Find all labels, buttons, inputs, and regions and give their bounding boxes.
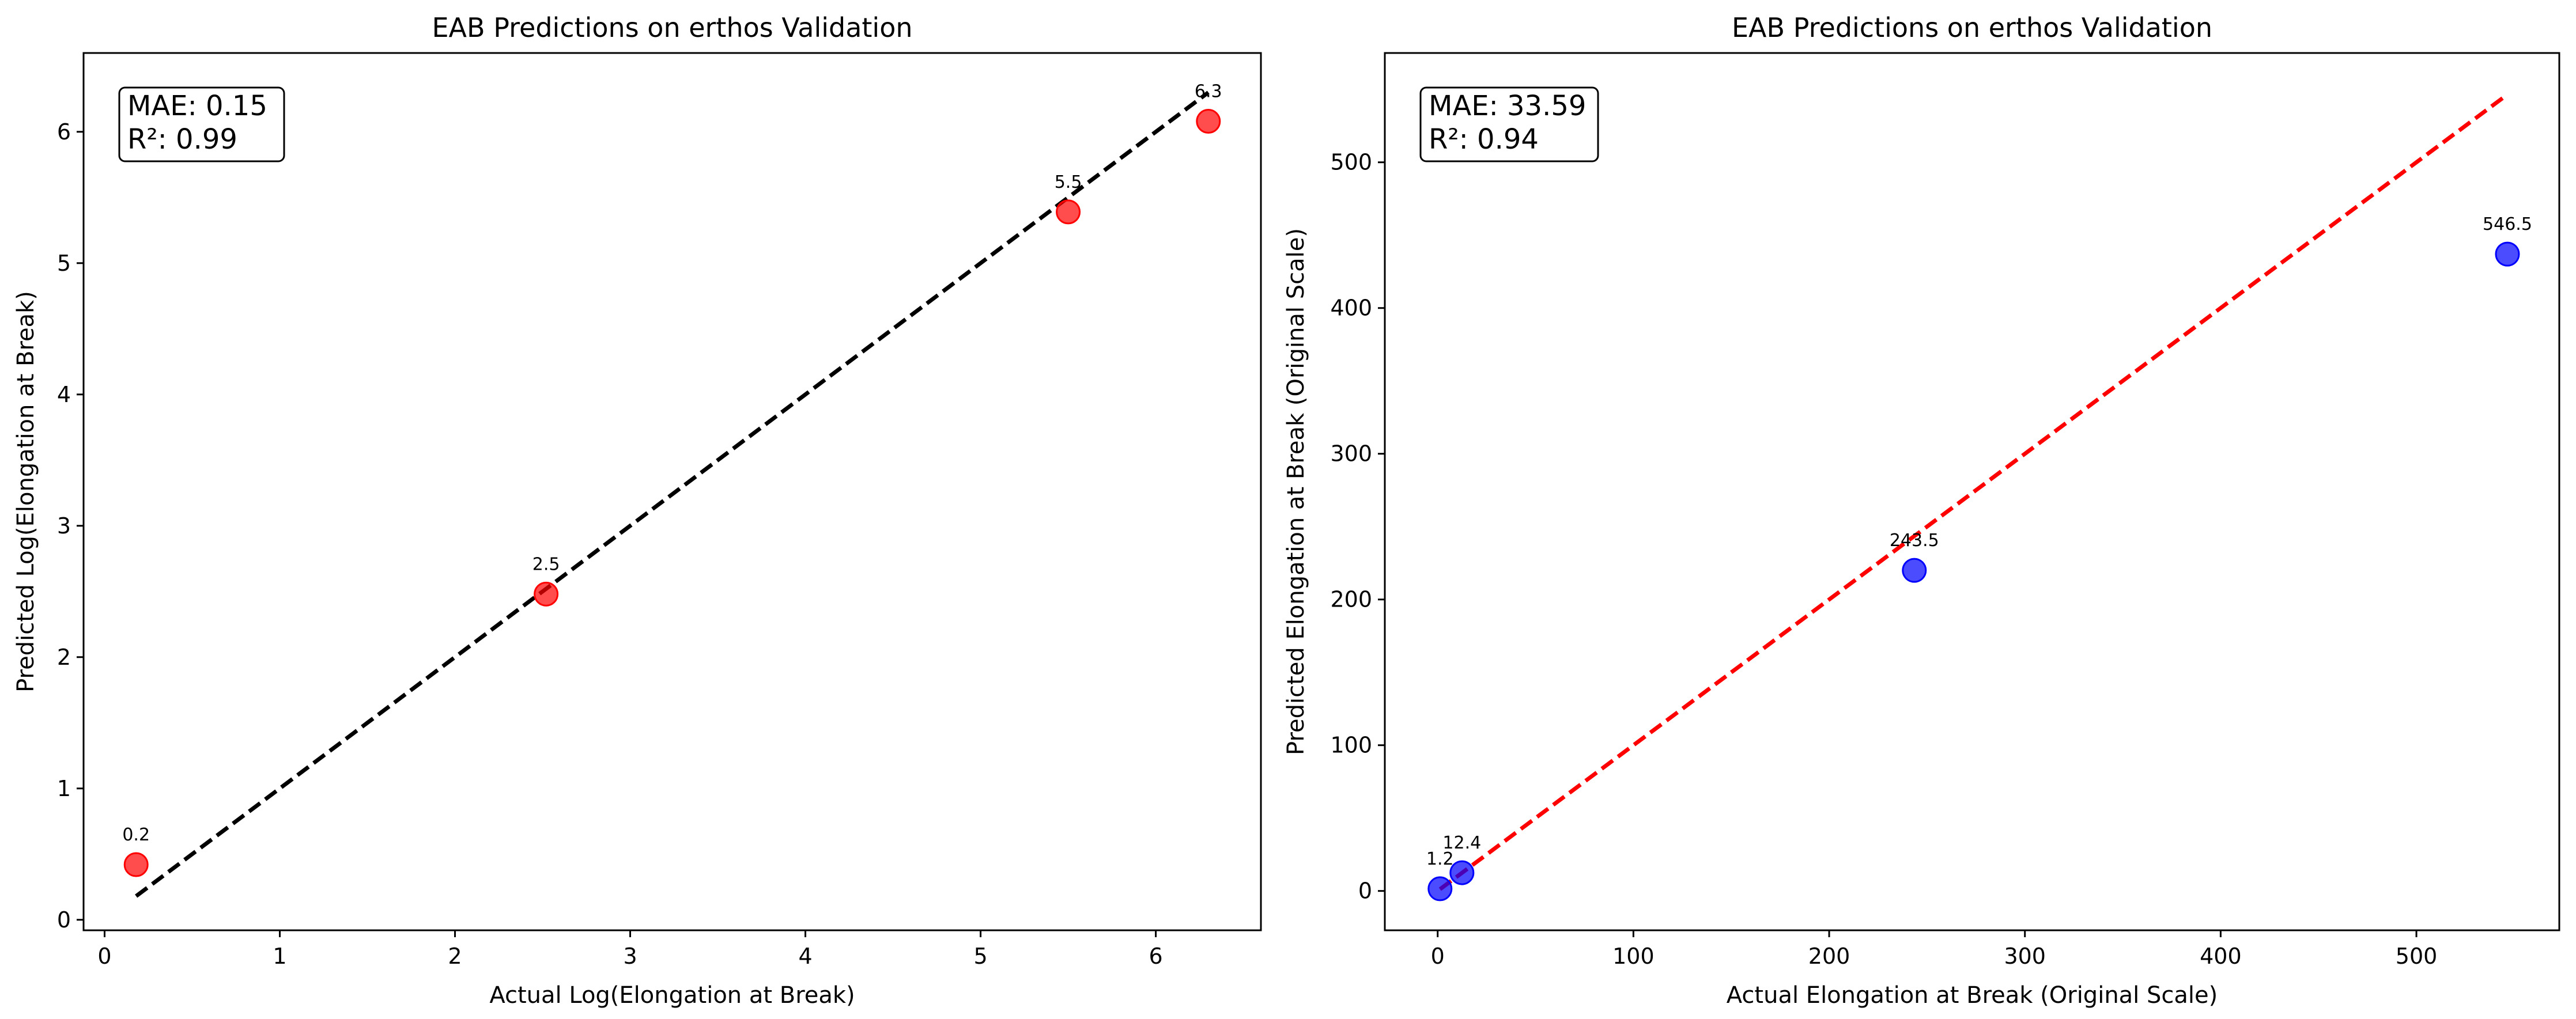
left-chart-reference-line [135, 90, 1210, 898]
right-chart-y-ticks: 0 100 200 300 400 500 [1330, 150, 1385, 904]
right-chart-x-tick-label: 0 [1431, 944, 1445, 969]
right-chart-data-point-label: 546.5 [2483, 214, 2532, 234]
left-chart-x-tick-label: 4 [798, 944, 812, 969]
left-chart-data-point-label: 5.5 [1055, 172, 1082, 192]
right-chart-points [1427, 241, 2520, 901]
right-chart-stats-box [1419, 86, 1599, 162]
left-chart-x-tick-label: 0 [97, 944, 111, 969]
left-chart-title: EAB Predictions on erthos Validation [432, 12, 912, 43]
left-chart-data-point-label: 6.3 [1195, 82, 1222, 102]
right-chart-x-axis-label: Actual Elongation at Break (Original Sca… [1727, 982, 2218, 1009]
right-chart-x-tick-label: 100 [1612, 944, 1655, 969]
right-chart-data-point-label: 12.4 [1442, 833, 1481, 853]
left-chart-y-tick-label: 0 [57, 907, 71, 933]
left-chart-r2-text: R²: 0.99 [127, 123, 237, 156]
right-chart-x-ticks: 0 100 200 300 400 500 [1431, 930, 2438, 969]
left-chart-x-axis-label: Actual Log(Elongation at Break) [489, 982, 855, 1009]
right-chart-data-point [1902, 558, 1927, 583]
right-chart-data-point-label: 243.5 [1890, 531, 1939, 551]
right-chart-mae-text: MAE: 33.59 [1429, 90, 1586, 122]
left-chart-y-axis-label: Predicted Log(Elongation at Break) [13, 291, 39, 692]
left-chart-stats-box [118, 86, 285, 162]
left-chart-points [123, 109, 1221, 877]
left-chart-x-tick-label: 5 [973, 944, 987, 969]
right-chart-data-point-label: 1.2 [1426, 849, 1454, 869]
left-chart-y-tick-label: 4 [57, 382, 71, 407]
right-chart-y-tick-label: 500 [1330, 150, 1372, 175]
left-chart-y-tick-label: 2 [57, 645, 71, 670]
right-chart-data-point [2495, 241, 2520, 267]
right-chart-plot-frame [1384, 52, 2560, 931]
left-chart-data-point [1196, 109, 1221, 134]
left-chart-y-tick-label: 3 [57, 513, 71, 539]
right-chart-y-axis-label: Predicted Elongation at Break (Original … [1283, 228, 1309, 755]
left-chart-data-point-label: 0.2 [122, 825, 150, 845]
left-chart-x-tick-label: 2 [448, 944, 462, 969]
left-chart-y-tick-label: 5 [57, 251, 71, 276]
right-chart-panel: EAB Predictions on erthos Validation Act… [1283, 12, 2560, 1009]
left-chart-x-tick-label: 3 [623, 944, 637, 969]
right-chart-data-point [1449, 860, 1475, 885]
left-chart-panel: EAB Predictions on erthos Validation Act… [13, 12, 1262, 1009]
right-chart-y-tick-label: 300 [1330, 441, 1372, 467]
left-chart-data-point-label: 2.5 [532, 554, 560, 574]
left-chart-data-point [123, 852, 149, 877]
left-chart-x-ticks: 0 1 2 3 4 5 6 [97, 930, 1163, 969]
left-chart-data-point [534, 581, 559, 607]
left-chart-point-labels: 0.2 2.5 5.5 6.3 [122, 82, 1222, 845]
right-chart-y-tick-label: 400 [1330, 296, 1372, 321]
left-chart-mae-text: MAE: 0.15 [127, 90, 267, 122]
right-chart-y-tick-label: 0 [1358, 878, 1372, 904]
right-chart-x-tick-label: 400 [2200, 944, 2242, 969]
right-chart-y-tick-label: 200 [1330, 587, 1372, 612]
left-chart-y-tick-label: 1 [57, 776, 71, 801]
left-chart-data-point [1056, 199, 1081, 225]
right-chart-r2-text: R²: 0.94 [1429, 123, 1539, 156]
left-chart-x-tick-label: 1 [273, 944, 286, 969]
right-chart-x-tick-label: 500 [2396, 944, 2438, 969]
left-chart-y-tick-label: 6 [57, 119, 71, 145]
left-chart-y-ticks: 0 1 2 3 4 5 6 [57, 119, 84, 933]
left-chart-plot-frame [82, 52, 1262, 931]
right-chart-y-tick-label: 100 [1330, 733, 1372, 758]
right-chart-x-tick-label: 200 [1808, 944, 1850, 969]
right-chart-point-labels: 1.212.4 243.5 546.5 [1426, 214, 2532, 869]
right-chart-data-point [1427, 876, 1453, 901]
left-chart-x-tick-label: 6 [1149, 944, 1162, 969]
right-chart-title: EAB Predictions on erthos Validation [1732, 12, 2212, 43]
right-chart-x-tick-label: 300 [2004, 944, 2046, 969]
